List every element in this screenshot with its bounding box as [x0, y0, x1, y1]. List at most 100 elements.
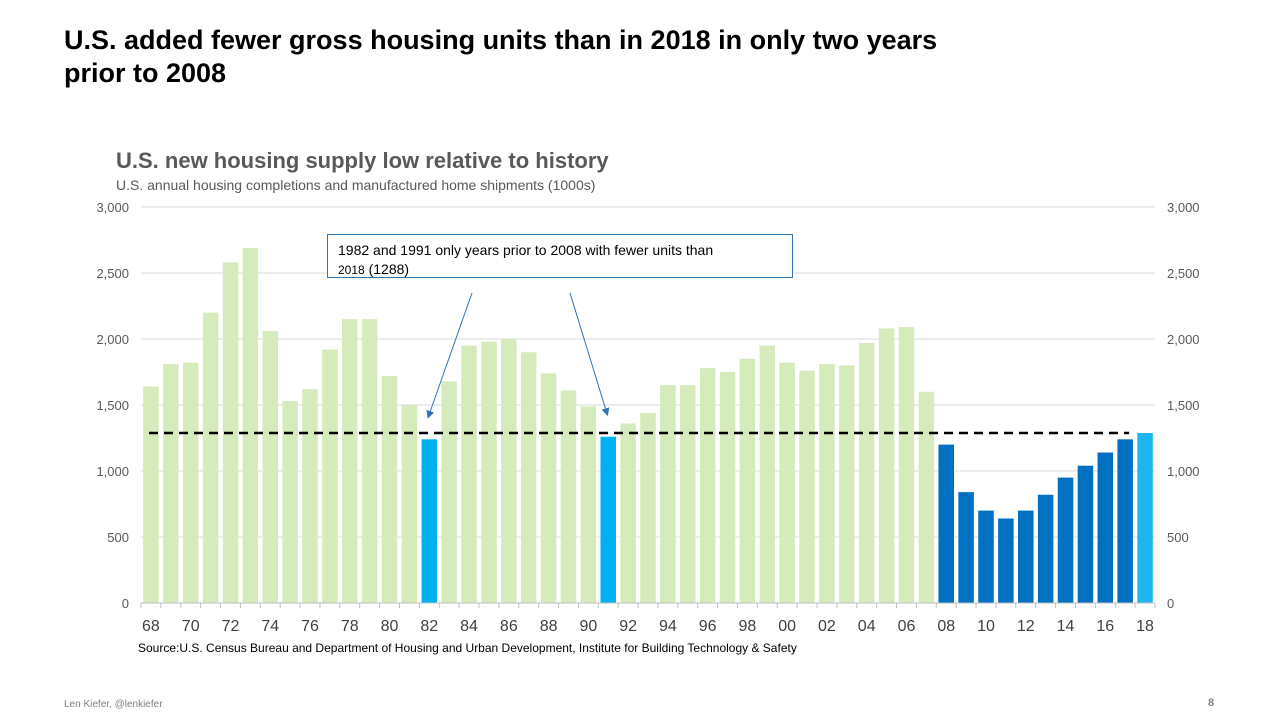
y-tick-label-left: 0 [122, 596, 129, 611]
bar-1975 [282, 401, 298, 603]
x-tick-label: 96 [699, 618, 717, 635]
annotation-line1: 1982 and 1991 only years prior to 2008 w… [338, 242, 714, 258]
x-tick-label: 02 [818, 618, 836, 635]
x-tick-label: 98 [739, 618, 757, 635]
y-axis-right: 0 500 1,000 1,500 2,000 2,500 3,000 [1167, 200, 1200, 611]
x-tick-label: 90 [579, 618, 597, 635]
bar-2001 [799, 370, 815, 603]
bar-1974 [262, 331, 278, 603]
x-tick-label: 80 [381, 618, 399, 635]
slide-title: U.S. added fewer gross housing units tha… [64, 25, 938, 88]
page-number: 8 [1208, 697, 1215, 709]
x-tick-label: 86 [500, 618, 518, 635]
bar-1968 [143, 386, 159, 603]
bar-2005 [878, 328, 895, 603]
x-tick-label: 00 [778, 618, 796, 635]
chart-title: U.S. new housing supply low relative to … [116, 148, 609, 173]
bar-1976 [302, 389, 318, 603]
x-tick-label: 76 [301, 618, 319, 635]
bar-2003 [839, 365, 855, 603]
bar-1998 [739, 358, 756, 603]
bar-2009 [958, 492, 974, 603]
bar-1970 [182, 362, 199, 603]
bar-1989 [560, 390, 577, 603]
bar-1969 [163, 364, 179, 603]
x-tick-label: 12 [1017, 618, 1035, 635]
annotation-year: 2018 [338, 263, 365, 277]
x-tick-label: 94 [659, 618, 677, 635]
bar-2004 [858, 342, 875, 603]
y-tick-label-right: 2,500 [1167, 266, 1200, 281]
x-tick-label: 06 [898, 618, 916, 635]
bar-1980 [381, 375, 398, 603]
bar-1996 [699, 368, 716, 603]
bar-2008 [938, 444, 954, 603]
y-tick-label-left: 1,000 [96, 464, 129, 479]
x-tick-label: 70 [182, 618, 200, 635]
x-tick-label: 18 [1136, 618, 1154, 635]
bar-1977 [322, 349, 338, 603]
y-tick-label-right: 3,000 [1167, 200, 1200, 215]
annotation-value: (1288) [364, 261, 410, 277]
bar-1994 [660, 385, 676, 603]
y-tick-label-left: 3,000 [96, 200, 129, 215]
bar-1971 [202, 312, 219, 603]
bar-2016 [1097, 452, 1114, 603]
y-tick-label-left: 2,500 [96, 266, 129, 281]
x-tick-label: 68 [142, 618, 160, 635]
x-tick-label: 14 [1057, 618, 1075, 635]
bar-2010 [978, 510, 994, 603]
bar-1982 [421, 439, 438, 603]
bar-1985 [481, 341, 497, 603]
bar-1990 [580, 406, 597, 603]
chart-source: Source:U.S. Census Bureau and Department… [138, 641, 797, 655]
bar-2013 [1037, 494, 1054, 603]
bar-1973 [242, 247, 259, 604]
x-tick-label: 88 [540, 618, 558, 635]
x-tick-label: 72 [222, 618, 240, 635]
x-tick-label: 04 [858, 618, 876, 635]
bar-1997 [719, 372, 736, 603]
y-tick-label-left: 1,500 [96, 398, 129, 413]
y-tick-label-right: 0 [1167, 596, 1174, 611]
bars [143, 247, 1153, 604]
bar-1993 [640, 412, 656, 603]
bar-1999 [759, 345, 776, 603]
x-tick-label: 78 [341, 618, 359, 635]
bar-2015 [1077, 465, 1094, 603]
bar-1981 [401, 405, 418, 603]
chart-subtitle: U.S. annual housing completions and manu… [116, 177, 596, 193]
bar-1984 [461, 345, 477, 603]
y-axis-left: 0 500 1,000 1,500 2,000 2,500 3,000 [96, 200, 129, 611]
bar-1995 [680, 385, 696, 603]
bar-1978 [342, 319, 358, 603]
x-tick-label: 92 [619, 618, 637, 635]
bar-1992 [620, 423, 636, 603]
y-tick-label-right: 1,500 [1167, 398, 1200, 413]
bar-1979 [361, 319, 378, 603]
bar-2017 [1117, 439, 1133, 603]
bar-1988 [540, 373, 557, 603]
bar-2014 [1057, 477, 1074, 603]
annotation-arrows [426, 292, 610, 419]
y-tick-label-left: 500 [107, 530, 129, 545]
bar-1991 [600, 436, 616, 603]
bar-2006 [898, 327, 915, 603]
bar-1987 [520, 352, 537, 603]
bar-1983 [441, 381, 457, 603]
bar-2002 [819, 364, 835, 603]
x-axis: 68 70 72 74 76 78 80 82 84 86 88 90 92 94 96 98 00 02 04 06… [140, 602, 1156, 635]
x-tick-label: 74 [261, 618, 279, 635]
x-tick-label: 08 [937, 618, 955, 635]
y-tick-label-right: 500 [1167, 530, 1189, 545]
annotation-box: 1982 and 1991 only years prior to 2008 w… [327, 234, 793, 278]
x-tick-label: 82 [420, 618, 438, 635]
annotation-arrow [569, 292, 610, 417]
annotation-arrow [426, 292, 473, 419]
x-tick-label: 16 [1096, 618, 1114, 635]
bar-2007 [918, 391, 935, 603]
bar-2012 [1018, 510, 1034, 603]
x-tick-label: 10 [977, 618, 995, 635]
bar-2018 [1137, 432, 1153, 603]
